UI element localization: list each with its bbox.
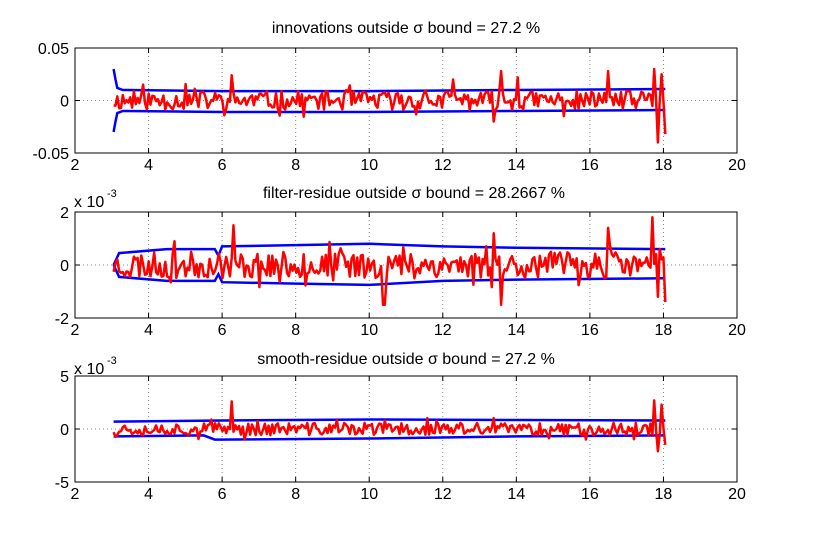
ticks — [74, 47, 738, 154]
x-tick-label: 16 — [581, 157, 599, 174]
tick-labels: 2 4 6 8 10 12 14 16 18 20 -5 0 5 — [55, 369, 746, 503]
x-tick-label: 2 — [71, 157, 80, 174]
x-tick-label: 4 — [144, 486, 153, 503]
signal-path — [113, 67, 667, 144]
x-tick-label: 2 — [71, 486, 80, 503]
x-tick-label: 18 — [655, 157, 673, 174]
y-tick-label: -2 — [55, 311, 69, 328]
x-tick-label: 4 — [144, 322, 153, 339]
x-tick-label: 8 — [291, 486, 300, 503]
y-multiplier-exponent: -3 — [107, 188, 117, 200]
bound-lower-line — [112, 264, 666, 287]
tick-labels: 2 4 6 8 10 12 14 16 18 20 -0.05 0 0.05 — [33, 41, 746, 174]
bound-upper-path — [112, 68, 666, 93]
y-tick-label: 0 — [60, 258, 69, 275]
x-tick-label: 4 — [144, 157, 153, 174]
bound-upper-path — [112, 242, 666, 266]
y-tick-label: 0 — [60, 422, 69, 439]
bound-lower-path — [112, 108, 666, 133]
bound-upper-line — [113, 418, 666, 423]
y-tick-label: -5 — [55, 475, 69, 492]
x-tick-label: 12 — [434, 157, 452, 174]
y-multiplier: x 10 — [74, 194, 104, 211]
signal-line — [113, 67, 667, 144]
x-tick-label: 2 — [71, 322, 80, 339]
x-tick-label: 8 — [291, 322, 300, 339]
subplot-smooth-residue: smooth-residue outside σ bound = 27.2 % … — [55, 351, 746, 503]
x-tick-label: 20 — [728, 486, 746, 503]
x-tick-label: 16 — [581, 486, 599, 503]
subplot-filter-residue: filter-residue outside σ bound = 28.2667… — [55, 185, 746, 339]
x-tick-label: 8 — [291, 157, 300, 174]
bound-upper-line — [112, 68, 666, 93]
bound-upper-line — [112, 242, 666, 266]
signal-path — [112, 216, 667, 307]
x-tick-label: 6 — [218, 157, 227, 174]
x-tick-label: 16 — [581, 322, 599, 339]
ticks — [74, 211, 738, 319]
bound-upper-path — [113, 418, 666, 423]
y-tick-label: 2 — [60, 205, 69, 222]
bound-lower-path — [112, 264, 666, 287]
x-tick-label: 20 — [728, 322, 746, 339]
subplot-title: smooth-residue outside σ bound = 27.2 % — [257, 351, 555, 368]
y-multiplier: x 10 — [74, 361, 104, 378]
x-tick-label: 18 — [655, 322, 673, 339]
x-tick-label: 20 — [728, 157, 746, 174]
y-tick-label: 0 — [60, 94, 69, 111]
tick-labels: 2 4 6 8 10 12 14 16 18 20 -2 0 2 — [55, 205, 746, 339]
x-tick-label: 6 — [218, 322, 227, 339]
x-tick-label: 10 — [360, 157, 378, 174]
x-tick-label: 6 — [218, 486, 227, 503]
signal-line — [112, 216, 667, 307]
x-tick-label: 10 — [360, 322, 378, 339]
x-tick-label: 12 — [434, 322, 452, 339]
signal-path — [112, 399, 667, 453]
x-tick-label: 18 — [655, 486, 673, 503]
bound-lower-line — [112, 108, 666, 133]
y-tick-label: -0.05 — [33, 146, 70, 163]
x-tick-label: 14 — [507, 322, 525, 339]
y-tick-label: 0.05 — [38, 41, 69, 58]
x-tick-label: 12 — [434, 486, 452, 503]
subplot-innovations: innovations outside σ bound = 27.2 % 2 4 6… — [33, 20, 746, 174]
y-tick-label: 5 — [60, 369, 69, 386]
subplot-title: filter-residue outside σ bound = 28.2667… — [263, 185, 565, 202]
x-tick-label: 10 — [360, 486, 378, 503]
x-tick-label: 14 — [507, 486, 525, 503]
y-multiplier-exponent: -3 — [107, 355, 117, 367]
signal-line — [112, 399, 667, 453]
subplot-title: innovations outside σ bound = 27.2 % — [272, 20, 540, 37]
x-tick-label: 14 — [507, 157, 525, 174]
ticks — [74, 375, 738, 483]
